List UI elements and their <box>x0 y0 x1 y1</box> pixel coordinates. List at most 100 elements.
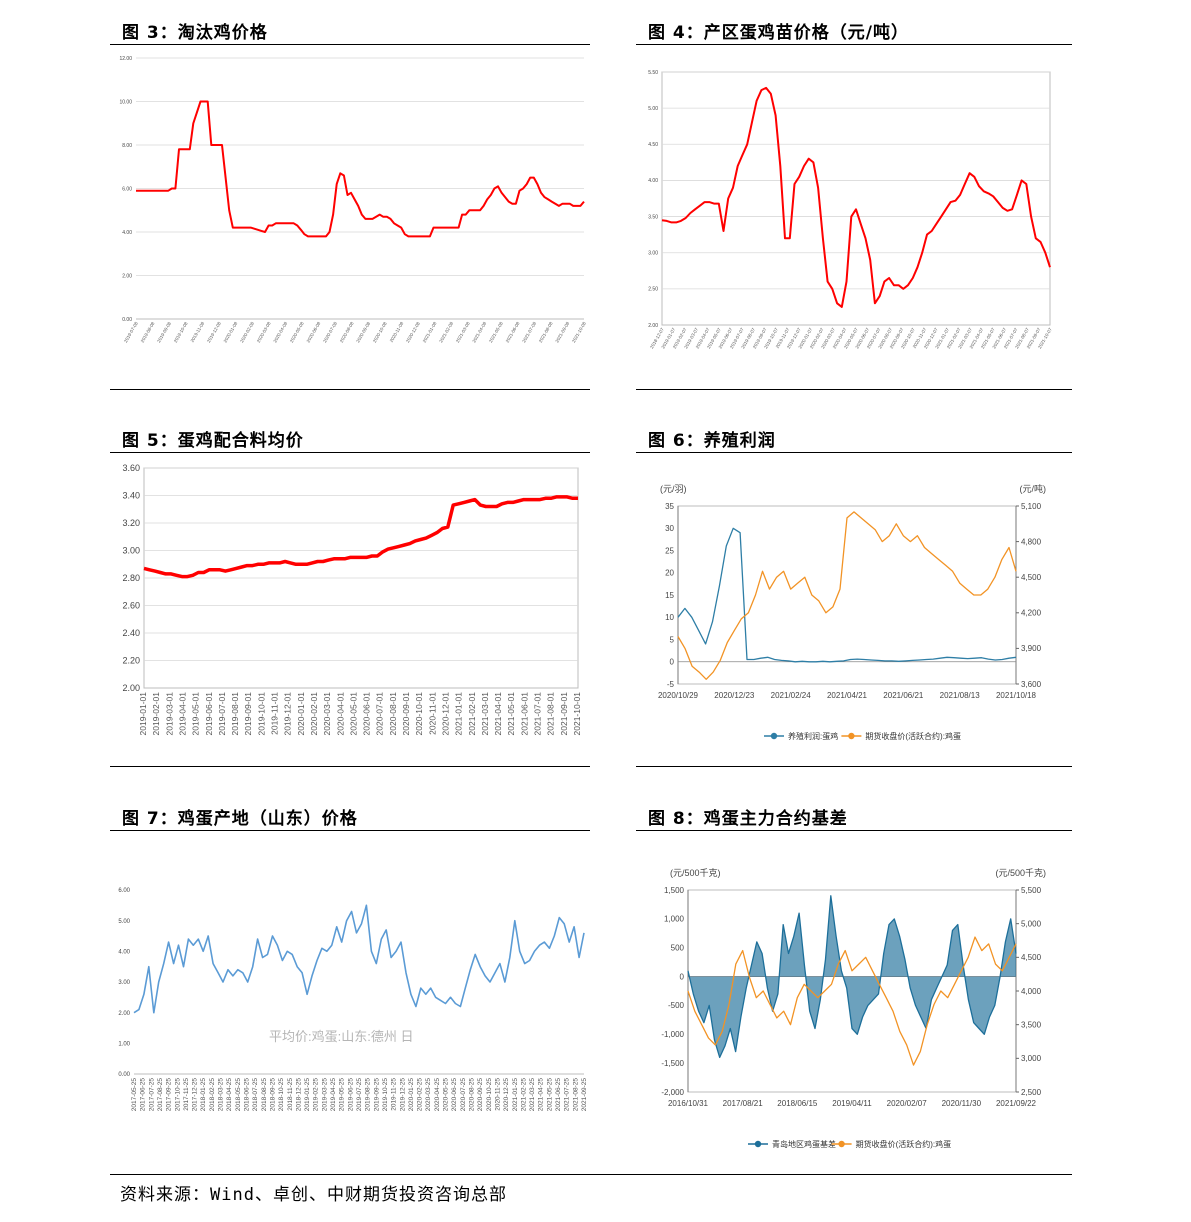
fig7-xtick-label: 2018-05-25 <box>235 1078 242 1112</box>
fig6-series-0-line <box>677 527 1017 663</box>
fig3-xtick-label: 2020-08-08 <box>339 321 355 344</box>
fig7-ytick-label: 2.00 <box>118 1011 130 1017</box>
fig5-ytick-label: 2.20 <box>122 656 140 666</box>
fig7-xtick-label: 2020-04-25 <box>434 1078 441 1112</box>
fig8-ytick-label: -2,000 <box>661 1088 684 1097</box>
fig6-chart: -5 0 5 10 15 20 25 30 35 3,600 3,900 4,200 4,500 4,80… <box>658 483 1046 741</box>
fig5-xtick-label: 2019-03-01 <box>164 692 174 736</box>
fig5-xtick-label: 2019-01-01 <box>138 692 148 736</box>
fig7-xtick-label: 2021-05-25 <box>546 1078 553 1112</box>
fig6-ytick-label: 0 <box>670 658 675 667</box>
fig3-chart: 0.00 2.00 4.00 6.00 8.00 10.00 12.00 2019-07-08… <box>119 56 587 344</box>
fig8-legend-marker-1 <box>838 1140 845 1148</box>
fig5-ytick-label: 3.60 <box>122 463 140 473</box>
fig7-xtick-label: 2019-08-25 <box>365 1078 372 1112</box>
fig5-chart: 2.00 2.20 2.40 2.60 2.80 3.00 3.20 3.40 3.60 2019… <box>122 463 582 736</box>
fig7-xtick-label: 2021-09-25 <box>581 1078 588 1112</box>
fig8-ytick-right-label: 3,500 <box>1021 1020 1042 1029</box>
fig6-xtick-label: 2021/04/21 <box>827 691 868 700</box>
fig5-xtick-label: 2020-04-01 <box>335 692 345 736</box>
fig3-xtick-label: 2019-08-08 <box>140 321 156 344</box>
fig8-ytick-right-label: 4,500 <box>1021 953 1042 962</box>
fig7-watermark: 平均价:鸡蛋:山东:德州 日 <box>269 1029 413 1044</box>
fig5-bottom-rule <box>110 766 590 767</box>
fig8-series-1-line <box>687 936 1017 1066</box>
fig3-ytick-label: 12.00 <box>119 56 132 62</box>
fig7-xtick-label: 2019-06-25 <box>347 1078 354 1112</box>
fig7-xtick-label: 2020-06-25 <box>451 1078 458 1112</box>
fig6-xtick-label: 2021/02/24 <box>771 691 812 700</box>
fig7-xtick-label: 2017-06-25 <box>140 1078 147 1112</box>
fig5-ytick-label: 2.80 <box>122 573 140 583</box>
fig7-xtick-label: 2018-06-25 <box>244 1078 251 1112</box>
fig4-series-0-line <box>661 86 1051 308</box>
fig7-xtick-label: 2019-11-25 <box>391 1078 398 1111</box>
fig6-title: 图 6：养殖利润 <box>648 431 776 451</box>
fig3-xtick-label: 2020-01-08 <box>223 321 239 344</box>
fig7-xtick-label: 2018-08-25 <box>261 1078 268 1112</box>
fig4-title: 图 4：产区蛋鸡苗价格（元/吨） <box>648 23 909 43</box>
fig3-xtick-label: 2020-10-08 <box>372 321 388 344</box>
fig8-legend-marker-0 <box>754 1140 762 1148</box>
fig7-ytick-label: 4.00 <box>118 949 130 955</box>
fig5-xtick-label: 2020-01-01 <box>296 692 306 736</box>
fig8-legend-label-0: 青岛地区鸡蛋基差 <box>772 1139 836 1149</box>
fig6-ytick-label: 10 <box>665 613 674 622</box>
fig8-ytick-right-label: 5,000 <box>1021 919 1042 928</box>
fig7-title-rule <box>110 830 590 831</box>
fig5-xtick-label: 2021-05-01 <box>506 692 516 736</box>
fig3-xtick-label: 2021-10-08 <box>571 321 587 344</box>
fig3-xtick-label: 2019-10-08 <box>173 321 189 344</box>
fig3-title: 图 3：淘汰鸡价格 <box>122 23 268 43</box>
fig5-xtick-label: 2019-08-01 <box>230 692 240 736</box>
fig3-xtick-label: 2021-02-08 <box>438 321 454 344</box>
fig3-xtick-label: 2020-12-08 <box>405 321 421 344</box>
fig6-ytick-label: 25 <box>665 546 674 555</box>
fig6-title-rule <box>636 452 1072 453</box>
fig7-xtick-label: 2019-10-25 <box>382 1078 389 1112</box>
fig5-xtick-label: 2020-06-01 <box>362 692 372 736</box>
fig3-xtick-label: 2019-07-08 <box>123 321 139 344</box>
fig5-ytick-label: 2.40 <box>122 628 140 638</box>
fig4-ytick-label: 5.00 <box>648 106 658 112</box>
fig5-ytick-label: 3.00 <box>122 546 140 556</box>
fig7-xtick-label: 2019-02-25 <box>313 1078 320 1112</box>
fig5-xtick-label: 2021-04-01 <box>493 692 503 736</box>
fig8-xtick-label: 2017/08/21 <box>723 1099 764 1108</box>
fig3-xtick-label: 2021-03-08 <box>455 321 471 344</box>
fig6-bottom-rule <box>636 766 1072 767</box>
fig6-xtick-label: 2020/12/23 <box>714 691 755 700</box>
fig5-xtick-label: 2020-07-01 <box>375 692 385 736</box>
fig7-xtick-label: 2021-08-25 <box>572 1078 579 1112</box>
fig8-title: 图 8：鸡蛋主力合约基差 <box>648 809 848 829</box>
fig8-left-unit: (元/500千克) <box>670 868 721 878</box>
fig6-legend-label-1: 期货收盘价(活跃合约):鸡蛋 <box>865 731 961 741</box>
fig5-xtick-label: 2020-05-01 <box>348 692 358 736</box>
fig4-ytick-label: 4.50 <box>648 142 658 148</box>
fig8-right-unit: (元/500千克) <box>995 868 1046 878</box>
fig5-xtick-label: 2019-05-01 <box>191 692 201 736</box>
fig6-ytick-label: -5 <box>667 680 675 689</box>
fig6-ytick-label: 15 <box>665 591 674 600</box>
fig6-left-unit: (元/羽) <box>660 484 687 494</box>
fig5-xtick-label: 2019-12-01 <box>283 692 293 736</box>
fig5-xtick-label: 2021-03-01 <box>480 692 490 736</box>
fig7-xtick-label: 2021-01-25 <box>512 1078 519 1112</box>
panel-fig6: 图 6：养殖利润 -5 0 5 10 15 20 25 30 35 3,600 3,900 4,200… <box>636 408 1072 768</box>
fig6-ytick-right-label: 3,600 <box>1021 680 1042 689</box>
fig6-series-1-line <box>677 511 1017 680</box>
fig7-ytick-label: 0.00 <box>118 1072 130 1078</box>
fig3-xtick-label: 2020-03-08 <box>256 321 272 344</box>
fig6-xtick-label: 2020/10/29 <box>658 691 699 700</box>
fig6-xtick-label: 2021/06/21 <box>883 691 924 700</box>
fig8-ytick-label: 1,000 <box>664 915 685 924</box>
fig7-xtick-label: 2019-09-25 <box>373 1078 380 1112</box>
fig7-xtick-label: 2019-03-25 <box>321 1078 328 1112</box>
fig5-series-0-line <box>143 495 578 579</box>
fig7-xtick-label: 2019-04-25 <box>330 1078 337 1112</box>
fig7-xtick-label: 2019-07-25 <box>356 1078 363 1112</box>
fig7-xtick-label: 2017-09-25 <box>166 1078 173 1112</box>
fig4-ytick-label: 3.00 <box>648 250 658 256</box>
fig3-xtick-label: 2021-06-08 <box>505 321 521 344</box>
